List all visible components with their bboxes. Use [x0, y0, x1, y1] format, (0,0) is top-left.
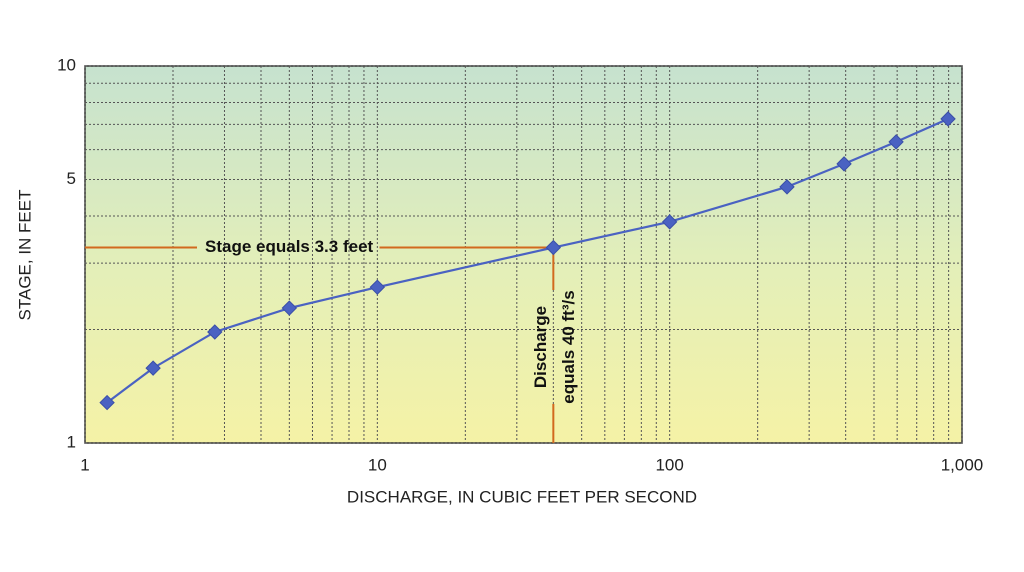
- point: [545, 239, 562, 256]
- x-tick-label: 10: [368, 455, 387, 474]
- point: [281, 300, 298, 316]
- y-tick-label: 5: [67, 169, 76, 188]
- annotation: Discharge: [531, 306, 550, 388]
- y-axis-label: STAGE, IN FEET: [15, 190, 34, 321]
- point: [145, 360, 161, 376]
- x-tick-label: 1: [80, 455, 89, 474]
- x-tick-label: 100: [655, 455, 683, 474]
- point: [779, 179, 795, 195]
- annotation: equals 40 ft³/s: [559, 290, 578, 403]
- point: [661, 214, 678, 230]
- point: [940, 111, 956, 127]
- annotation: Stage equals 3.3 feet: [205, 237, 374, 256]
- point: [207, 324, 223, 340]
- x-axis-label: DISCHARGE, IN CUBIC FEET PER SECOND: [347, 487, 697, 506]
- point: [836, 156, 852, 172]
- point: [99, 394, 115, 411]
- x-tick-label: 1,000: [941, 455, 984, 474]
- y-tick-label: 1: [67, 432, 76, 451]
- y-tick-label: 10: [57, 55, 76, 74]
- point: [369, 279, 386, 295]
- point: [888, 134, 904, 150]
